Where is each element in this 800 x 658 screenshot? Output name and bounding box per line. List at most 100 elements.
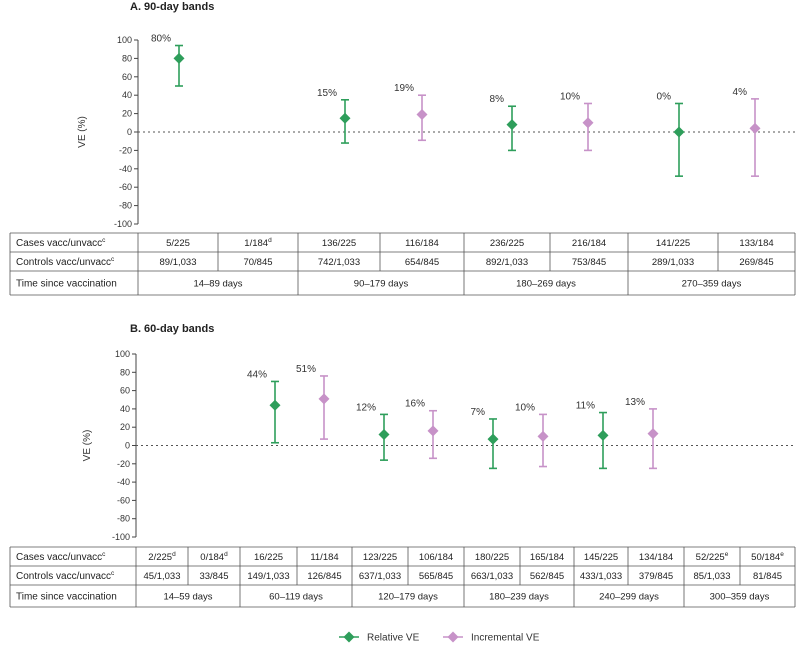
data-point-relative: 44%	[247, 369, 281, 444]
point-marker	[378, 429, 390, 441]
y-tick-label: 20	[122, 109, 132, 119]
y-tick-label: -40	[117, 477, 130, 487]
y-tick-label: 40	[122, 90, 132, 100]
table-cell-controls: 753/845	[572, 257, 606, 268]
table-row-label-footnote: c	[102, 551, 106, 558]
data-point-relative: 80%	[151, 34, 185, 87]
table-cell-band: 14–89 days	[193, 279, 242, 290]
table-cell-cases: 216/184	[572, 238, 606, 249]
point-value-label: 10%	[515, 402, 535, 413]
y-tick-label: -40	[119, 164, 132, 174]
y-tick-label: 60	[122, 72, 132, 82]
table-cell-controls: 742/1,033	[318, 257, 360, 268]
table-cell-cases-text: 16/225	[254, 552, 283, 563]
point-value-label: 44%	[247, 369, 267, 380]
point-marker	[537, 430, 549, 442]
point-value-label: 15%	[317, 88, 337, 99]
table-cell-cases-footnote: d	[224, 551, 228, 558]
point-value-label: 16%	[405, 399, 425, 410]
y-tick-label: 80	[122, 53, 132, 63]
table-cell-cases-text: 216/184	[572, 238, 606, 249]
table-cell-cases-text: 1/184	[244, 238, 268, 249]
y-tick-label: -20	[117, 459, 130, 469]
y-tick-label: -100	[114, 219, 132, 229]
table-cell-cases: 52/225e	[696, 551, 729, 563]
data-point-relative: 12%	[356, 402, 390, 461]
point-value-label: 13%	[625, 397, 645, 408]
y-tick-label: 40	[120, 404, 130, 414]
table-cell-cases-text: 141/225	[656, 238, 690, 249]
table-cell-band: 240–299 days	[599, 592, 659, 603]
point-value-label: 12%	[356, 402, 376, 413]
table-cell-band: 270–359 days	[682, 279, 742, 290]
point-marker	[173, 52, 185, 64]
table-cell-cases-text: 134/184	[639, 552, 673, 563]
table-cell-cases-text: 236/225	[490, 238, 524, 249]
table-row-label: Cases vacc/unvaccc	[16, 551, 106, 563]
table-cell-controls: 433/1,033	[580, 571, 622, 582]
table-cell-cases: 145/225	[584, 552, 618, 563]
table-cell-cases: 133/184	[739, 238, 773, 249]
table-cell-cases-text: 52/225	[696, 552, 725, 563]
y-tick-label: -100	[112, 532, 130, 542]
table-cell-cases-text: 165/184	[530, 552, 564, 563]
table-cell-cases-text: 180/225	[475, 552, 509, 563]
table-cell-controls: 565/845	[419, 571, 453, 582]
table-cell-cases-text: 116/184	[405, 238, 439, 249]
table-cell-cases: 136/225	[322, 238, 356, 249]
panel-title: A. 90-day bands	[130, 1, 214, 13]
table-cell-controls: 663/1,033	[471, 571, 513, 582]
table-cell-controls: 892/1,033	[486, 257, 528, 268]
table-cell-cases-footnote: e	[780, 551, 784, 558]
legend-marker	[447, 631, 459, 643]
point-marker	[318, 393, 330, 405]
y-tick-label: 100	[115, 349, 130, 359]
legend-item-relative: Relative VE	[339, 631, 420, 644]
y-axis-label: VE (%)	[82, 430, 93, 462]
table-cell-band: 14–59 days	[163, 592, 212, 603]
point-marker	[673, 126, 685, 138]
data-point-incremental: 10%	[515, 402, 549, 468]
y-tick-label: -20	[119, 145, 132, 155]
data-point-incremental: 10%	[560, 91, 594, 152]
point-marker	[506, 119, 518, 131]
table-cell-controls: 637/1,033	[359, 571, 401, 582]
table-cell-band: 60–119 days	[269, 592, 323, 603]
table-cell-controls: 126/845	[307, 571, 341, 582]
table-cell-cases: 134/184	[639, 552, 673, 563]
table-cell-band: 300–359 days	[710, 592, 770, 603]
data-point-incremental: 13%	[625, 397, 659, 470]
point-value-label: 10%	[560, 91, 580, 102]
table-cell-band: 180–269 days	[516, 279, 576, 290]
point-value-label: 8%	[490, 94, 505, 105]
point-value-label: 7%	[471, 407, 486, 418]
table-row-label-text: Time since vaccination	[16, 592, 117, 603]
table-cell-controls: 89/1,033	[160, 257, 197, 268]
table-cell-cases: 236/225	[490, 238, 524, 249]
table-cell-band: 90–179 days	[354, 279, 409, 290]
table-cell-controls: 81/845	[753, 571, 782, 582]
table-cell-cases-text: 2/225	[148, 552, 172, 563]
point-marker	[597, 429, 609, 441]
table-row-label-text: Time since vaccination	[16, 279, 117, 290]
point-marker	[269, 399, 281, 411]
table-row-label-text: Cases vacc/unvacc	[16, 552, 102, 563]
point-value-label: 80%	[151, 34, 171, 45]
point-marker	[339, 112, 351, 124]
table-row-label: Time since vaccination	[16, 279, 117, 290]
table-cell-cases: 165/184	[530, 552, 564, 563]
table-cell-controls: 85/1,033	[694, 571, 731, 582]
table-row-label-text: Controls vacc/unvacc	[16, 571, 111, 582]
table-row-label: Controls vacc/unvaccc	[16, 570, 115, 582]
point-value-label: 19%	[394, 83, 414, 94]
legend-label: Relative VE	[367, 633, 420, 644]
data-point-relative: 8%	[490, 94, 518, 152]
table-cell-cases: 141/225	[656, 238, 690, 249]
table-row-label-footnote: c	[111, 570, 115, 577]
panel-b: B. 60-day bands 100 80 60 40 20 0 -20 -40 -60 -80 -…	[9, 323, 796, 608]
y-tick-label: 0	[125, 441, 130, 451]
table-cell-controls: 45/1,033	[144, 571, 181, 582]
data-point-relative: 15%	[317, 88, 351, 144]
